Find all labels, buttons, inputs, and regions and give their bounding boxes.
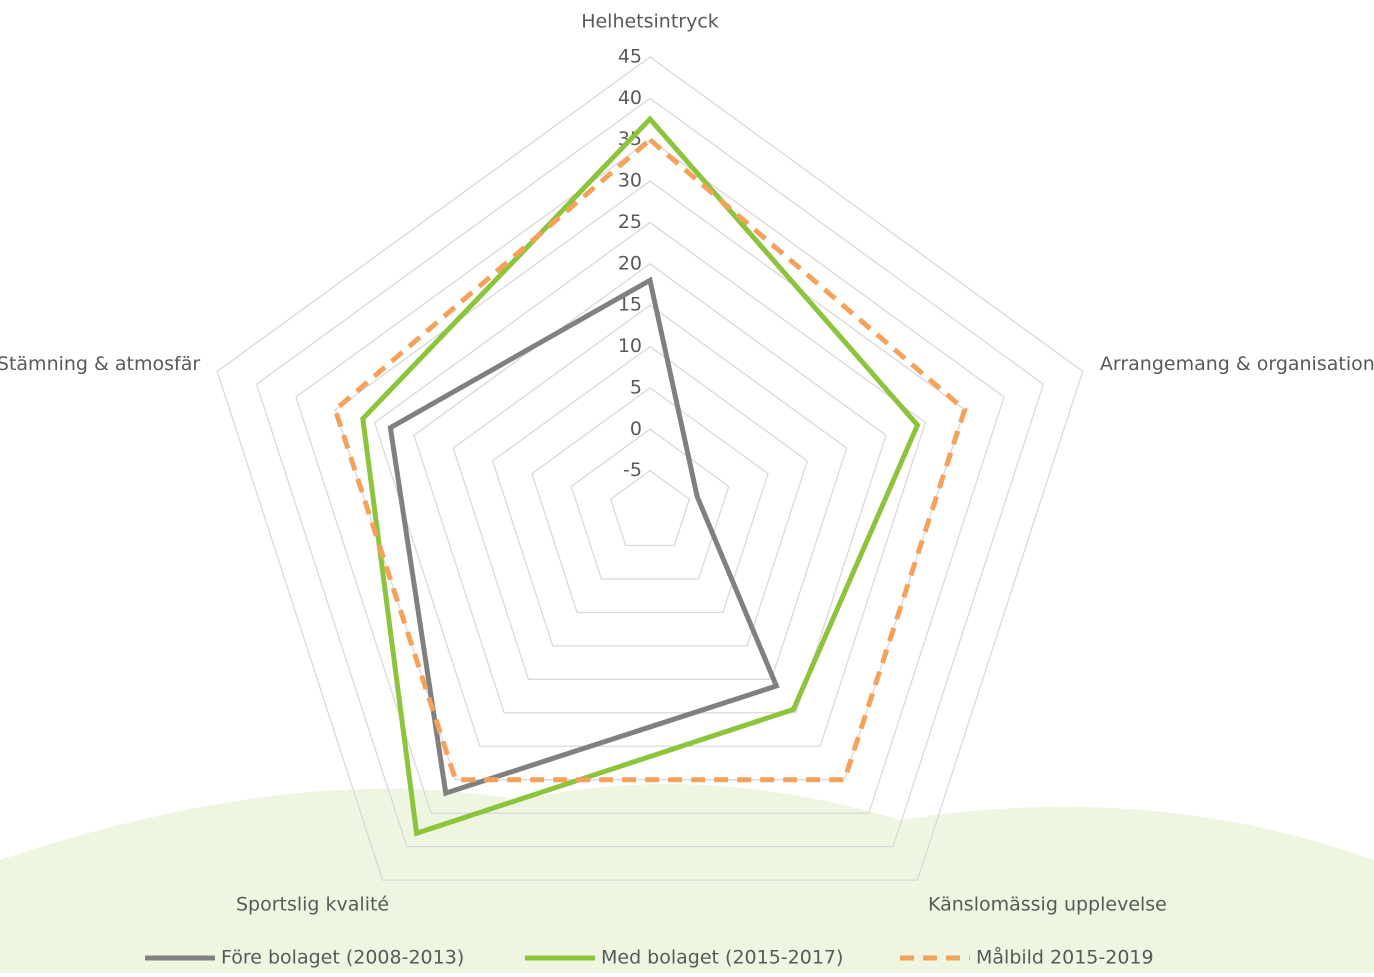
series-line [390, 280, 776, 793]
category-label: Arrangemang & organisation [1100, 353, 1374, 375]
category-label: Känslomässig upplevelse [928, 894, 1167, 916]
chart: -5051015202530354045HelhetsintryckArrang… [0, 0, 1374, 973]
grid-ring [257, 98, 1044, 846]
r-tick-label: 45 [618, 46, 642, 68]
grid-ring [611, 471, 690, 546]
legend-label: Före bolaget (2008-2013) [221, 947, 464, 969]
r-tick-label: 0 [630, 418, 642, 440]
r-tick-label: 30 [618, 170, 642, 192]
background-hill [0, 784, 1374, 973]
r-tick-label: -5 [623, 459, 642, 481]
grid-ring [375, 222, 926, 746]
category-label: Sportslig kvalité [236, 894, 389, 916]
category-label: Helhetsintryck [581, 11, 719, 33]
legend-label: Målbild 2015-2019 [976, 946, 1154, 969]
grid-ring [571, 429, 728, 579]
category-label: Stämning & atmosfär [0, 353, 200, 375]
r-tick-label: 40 [618, 87, 642, 109]
r-tick-label: 25 [618, 211, 642, 233]
legend-label: Med bolaget (2015-2017) [601, 947, 843, 969]
r-tick-label: 10 [618, 335, 642, 357]
r-tick-label: 20 [618, 252, 642, 274]
r-tick-label: 5 [630, 376, 642, 398]
